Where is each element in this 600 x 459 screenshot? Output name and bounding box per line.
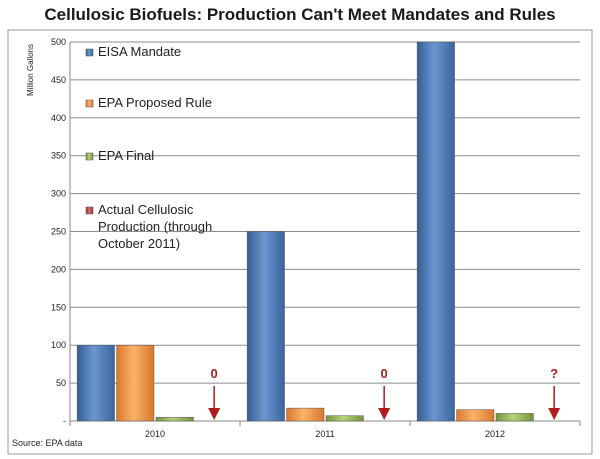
legend-label: EPA Final <box>98 148 154 163</box>
bar-2011-series-1 <box>286 407 325 422</box>
source-note: Source: EPA data <box>12 438 82 448</box>
annotations: 0 0? <box>208 366 561 420</box>
bar-2011-series-0 <box>246 231 285 422</box>
y-tick-label: 500 <box>51 37 66 47</box>
annotation-label: 0 <box>211 366 218 381</box>
legend-swatch <box>85 206 94 215</box>
bar-2012-series-1 <box>456 409 495 422</box>
y-tick-label: 250 <box>51 227 66 237</box>
y-tick-label: 50 <box>56 378 66 388</box>
legend-label: EISA Mandate <box>98 44 181 59</box>
y-axis-ticks: - 50 100 150 200 250 300 350 400 450 500 <box>51 37 66 426</box>
annotation-label: ? <box>550 366 558 381</box>
bar-2010-series-0 <box>76 344 115 422</box>
x-tick-label: 2012 <box>485 429 505 439</box>
y-tick-label: - <box>63 416 66 426</box>
chart-title: Cellulosic Biofuels: Production Can't Me… <box>44 5 555 24</box>
y-tick-label: 350 <box>51 151 66 161</box>
bar-2012-series-2 <box>495 413 534 422</box>
y-tick-label: 300 <box>51 189 66 199</box>
bar-2010-series-1 <box>116 344 155 422</box>
legend-swatch <box>85 99 94 108</box>
legend-label: Actual Cellulosic Production (through Octo… <box>98 202 212 251</box>
bar-2011-series-2 <box>325 415 364 422</box>
annotation-label: 0 <box>381 366 388 381</box>
y-tick-label: 100 <box>51 340 66 350</box>
legend-label: EPA Proposed Rule <box>98 95 212 110</box>
y-tick-label: 450 <box>51 75 66 85</box>
y-tick-label: 150 <box>51 302 66 312</box>
bar-2012-series-0 <box>416 41 455 422</box>
y-axis-label: Million Gallons <box>26 44 35 96</box>
x-tick-label: 2011 <box>315 429 334 439</box>
x-axis-ticks: 2010 2011 2012 <box>69 421 581 439</box>
legend: EISA Mandate EPA Proposed Rule EPA Final Ac… <box>85 44 212 251</box>
y-tick-label: 200 <box>51 264 66 274</box>
y-tick-label: 400 <box>51 113 66 123</box>
x-tick-label: 2010 <box>145 429 165 439</box>
bars <box>76 41 534 422</box>
legend-swatch <box>85 152 94 161</box>
legend-swatch <box>85 48 94 57</box>
gridlines <box>70 41 580 384</box>
bar-2010-series-2 <box>155 416 194 422</box>
